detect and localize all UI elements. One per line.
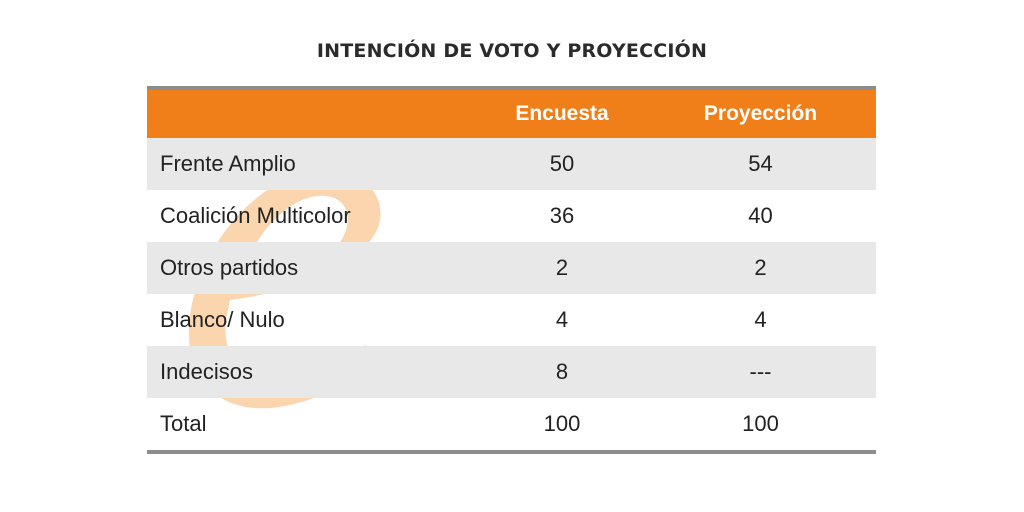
table-row: Otros partidos 2 2 — [147, 242, 876, 294]
row-encuesta-value: 36 — [549, 203, 575, 228]
header-proyeccion: Proyección — [703, 102, 818, 125]
header-encuesta: Encuesta — [515, 102, 609, 125]
row-label: Otros partidos — [160, 255, 299, 280]
row-label: Coalición Multicolor — [160, 203, 351, 228]
table-row: Coalición Multicolor 36 40 — [147, 190, 876, 242]
row-encuesta-value: 4 — [555, 307, 569, 332]
table-top-rule — [147, 86, 876, 90]
row-label: Frente Amplio — [160, 151, 296, 176]
table-row: Frente Amplio 50 54 — [147, 138, 876, 190]
row-proyeccion-value: 4 — [754, 307, 767, 332]
row-proyeccion-value: --- — [749, 359, 772, 384]
row-encuesta-value: 100 — [543, 411, 581, 436]
row-proyeccion-value: 40 — [748, 203, 773, 228]
table-row: Indecisos 8 --- — [147, 346, 876, 398]
row-encuesta-value: 50 — [549, 151, 575, 176]
table-header-row: Encuesta Proyección — [147, 90, 876, 138]
table-bottom-rule — [147, 450, 876, 454]
row-encuesta-value: 8 — [555, 359, 569, 384]
row-encuesta-value: 2 — [555, 255, 569, 280]
row-proyeccion-value: 100 — [742, 411, 779, 436]
row-label: Indecisos — [160, 359, 253, 384]
row-proyeccion-value: 2 — [754, 255, 767, 280]
row-proyeccion-value: 54 — [748, 151, 773, 176]
vote-table: Encuesta Proyección Frente Amplio 50 54 … — [147, 86, 876, 454]
table-title: INTENCIÓN DE VOTO Y PROYECCIÓN — [316, 40, 708, 62]
row-label: Total — [160, 411, 207, 436]
table-row: Total 100 100 — [147, 398, 876, 450]
table-row: Blanco/ Nulo 4 4 — [147, 294, 876, 346]
row-label: Blanco/ Nulo — [160, 307, 285, 332]
